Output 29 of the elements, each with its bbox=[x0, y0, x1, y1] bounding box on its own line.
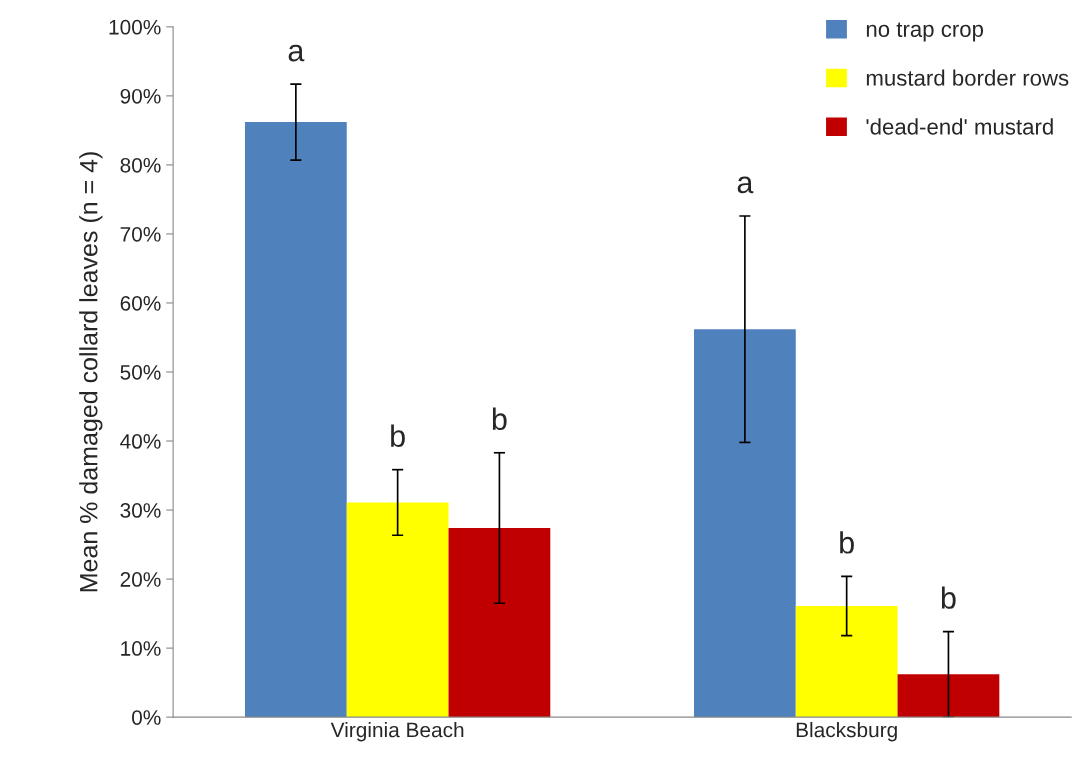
y-tick-label: 70% bbox=[120, 226, 161, 242]
bar bbox=[448, 528, 551, 718]
annotation: b bbox=[840, 531, 854, 554]
bar bbox=[693, 329, 796, 718]
annotation: a bbox=[737, 176, 754, 194]
annotation: b bbox=[492, 407, 507, 431]
y-tick-label: 30% bbox=[120, 503, 161, 518]
y-tick-label: 60% bbox=[120, 295, 161, 311]
y-tick-label: 0% bbox=[132, 710, 161, 725]
annotation: a bbox=[288, 44, 305, 62]
legend-label: 'dead-end' mustard bbox=[866, 118, 1053, 135]
y-tick-label: 90% bbox=[120, 88, 161, 104]
y-tick-label: 10% bbox=[121, 641, 161, 656]
x-tick-label: Virginia Beach bbox=[330, 722, 464, 742]
y-tick-label: 20% bbox=[120, 572, 161, 587]
x-tick-label: Blacksburg bbox=[796, 722, 897, 742]
bar bbox=[795, 606, 898, 718]
bar bbox=[346, 502, 449, 718]
legend-label: mustard border rows bbox=[866, 69, 1069, 86]
annotation: b bbox=[391, 424, 405, 447]
y-tick-label: 50% bbox=[120, 365, 161, 380]
bar bbox=[244, 122, 347, 718]
annotation: b bbox=[941, 586, 956, 609]
y-tick-label: 100% bbox=[109, 19, 161, 35]
y-tick-label: 40% bbox=[120, 434, 161, 449]
y-axis-title: Mean % damaged collard leaves (n = 4) bbox=[79, 152, 103, 592]
legend-label: no trap crop bbox=[866, 22, 984, 42]
y-tick-label: 80% bbox=[120, 157, 161, 173]
bar bbox=[897, 674, 1000, 718]
